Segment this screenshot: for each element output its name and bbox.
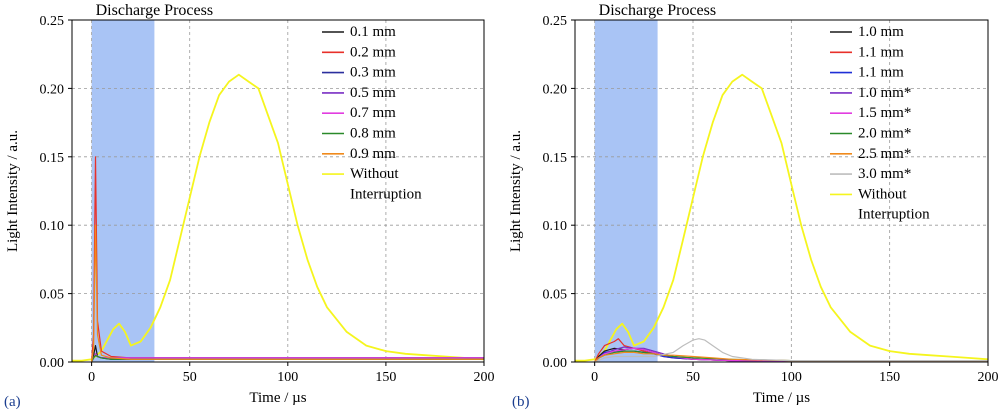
x-tick-label: 100 [277,370,298,385]
x-tick-label: 150 [375,370,396,385]
legend-label: 0.5 mm [350,85,396,101]
y-tick-label: 0.20 [40,82,65,97]
y-axis-title: Light Intensity / a.u. [508,130,524,252]
x-tick-label: 100 [781,370,802,385]
legend-label: 1.0 mm [858,24,904,40]
y-tick-label: 0.00 [40,356,65,371]
legend-label: Without [858,186,907,202]
y-tick-label: 0.10 [543,219,568,234]
legend-label: 1.1 mm [858,65,904,81]
y-tick-label: 0.05 [40,288,65,303]
series-line-0-9-mm [91,224,484,363]
legend-label: 0.8 mm [350,126,396,142]
legend: 1.0 mm 1.1 mm 1.1 mm 1.0 mm* 1.5 mm* 2.0 mm* 2… [830,24,930,223]
series-line-3-0-mm [594,338,988,363]
legend-label: 0.2 mm [350,44,396,60]
legend-label: 2.5 mm* [858,146,911,162]
y-tick-label: 0.00 [543,356,568,371]
x-axis-title: Time / µs [249,390,306,406]
y-tick-label: 0.05 [543,288,568,303]
legend-label: 1.1 mm [858,44,904,60]
legend-label: Without [350,166,399,182]
chart-title: Discharge Process [96,2,213,19]
x-tick-label: 50 [686,370,700,385]
series-line-without-interruption [72,73,485,362]
y-tick-label: 0.20 [543,82,568,97]
x-axis-title: Time / µs [753,390,810,406]
legend: 0.1 mm 0.2 mm 0.3 mm 0.5 mm 0.7 mm 0.8 mm 0.9 … [322,24,422,202]
plot-frame [71,19,485,363]
y-tick-label: 0.25 [543,14,568,29]
legend-label: 0.7 mm [350,105,396,121]
discharge-shaded-region [91,20,155,362]
plot-frame [574,19,989,363]
legend-label: 1.0 mm* [858,85,911,101]
series-line-without-interruption [575,73,989,362]
legend-label: 2.0 mm* [858,126,911,142]
y-tick-label: 0.15 [40,151,65,166]
legend-label: 1.5 mm* [858,105,911,121]
x-tick-label: 0 [591,370,598,385]
legend-label: 0.1 mm [350,24,396,40]
chart-title: Discharge Process [599,2,716,19]
x-tick-label: 0 [88,370,95,385]
x-tick-label: 150 [879,370,900,385]
chart-panel-2: 0 50 100 150 200 0.00 0.05 0.10 0.15 0.20 0.25 Disc… [508,2,999,410]
x-tick-label: 50 [183,370,197,385]
legend-label: 3.0 mm* [858,166,911,182]
legend-label: Interruption [858,207,930,223]
legend-label: Interruption [350,186,422,202]
legend-label: 0.3 mm [350,65,396,81]
chart-panel-1: 0 50 100 150 200 0.00 0.05 0.10 0.15 0.20 0.25 Disc… [4,2,495,410]
y-axis-title: Light Intensity / a.u. [5,130,21,252]
discharge-shaded-region [594,20,658,362]
panel-label: (a) [4,394,21,410]
y-tick-label: 0.10 [40,219,65,234]
legend-label: 0.9 mm [350,146,396,162]
y-tick-label: 0.15 [543,151,568,166]
x-tick-label: 200 [474,370,495,385]
panel-label: (b) [512,394,530,410]
x-tick-label: 200 [978,370,999,385]
y-tick-label: 0.25 [40,14,65,29]
